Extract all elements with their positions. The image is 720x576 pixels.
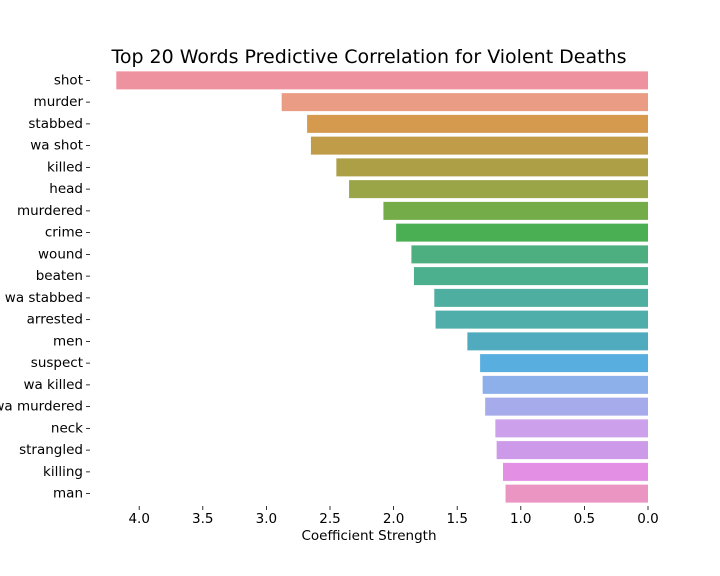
bar-killed bbox=[336, 158, 648, 177]
y-tick-label: beaten bbox=[36, 268, 83, 284]
x-tick-label: 3.5 bbox=[192, 511, 213, 527]
y-tick-label: killing bbox=[43, 464, 83, 480]
x-tick-label: 0.0 bbox=[637, 511, 658, 527]
bar-head bbox=[349, 180, 648, 199]
bar-killing bbox=[502, 462, 648, 481]
bar-wa-killed bbox=[482, 375, 648, 394]
y-tick-label: strangled bbox=[19, 442, 83, 458]
y-tick-label: stabbed bbox=[28, 116, 83, 132]
y-tick-label: wound bbox=[38, 246, 83, 262]
x-tick-label: 1.0 bbox=[510, 511, 531, 527]
bar-murdered bbox=[383, 201, 648, 220]
bar-arrested bbox=[435, 310, 648, 329]
y-tick-label: crime bbox=[45, 225, 83, 241]
y-tick-label: wa shot bbox=[30, 138, 83, 154]
y-tick-label: head bbox=[49, 181, 83, 197]
chart-title: Top 20 Words Predictive Correlation for … bbox=[110, 46, 626, 68]
y-tick-label: wa stabbed bbox=[5, 290, 83, 306]
bar-men bbox=[467, 332, 648, 351]
y-tick-label: murdered bbox=[17, 203, 83, 219]
y-tick-label: arrested bbox=[27, 312, 83, 328]
bar-strangled bbox=[496, 441, 648, 460]
x-tick-label: 0.5 bbox=[574, 511, 595, 527]
x-axis-label: Coefficient Strength bbox=[301, 528, 436, 544]
bar-suspect bbox=[480, 354, 648, 373]
bar-wound bbox=[411, 245, 648, 264]
bar-wa-shot bbox=[310, 136, 648, 155]
x-axis-ticks: 4.0 3.5 3.0 2.5 2.0 1.5 1.0 0.5 0.0 bbox=[128, 506, 659, 527]
bar-beaten bbox=[413, 267, 648, 286]
x-tick-label: 2.0 bbox=[383, 511, 404, 527]
bars-group bbox=[116, 71, 648, 503]
bar-wa-murdered bbox=[485, 397, 648, 416]
x-tick-label: 3.0 bbox=[256, 511, 277, 527]
bar-shot bbox=[116, 71, 648, 90]
y-tick-label: suspect bbox=[31, 355, 83, 371]
x-tick-label: 1.5 bbox=[446, 511, 467, 527]
y-tick-label: killed bbox=[47, 159, 83, 175]
y-tick-label: neck bbox=[51, 420, 83, 436]
y-tick-label: man bbox=[53, 486, 83, 502]
bar-wa-stabbed bbox=[434, 288, 648, 307]
bar-murder bbox=[281, 93, 648, 112]
bar-stabbed bbox=[307, 114, 648, 133]
bar-neck bbox=[495, 419, 648, 438]
y-axis-labels: shot murder stabbed wa shot killed head murder… bbox=[0, 72, 90, 502]
x-tick-label: 4.0 bbox=[128, 511, 149, 527]
y-tick-label: wa murdered bbox=[0, 399, 83, 415]
y-tick-label: shot bbox=[54, 72, 83, 88]
x-tick-label: 2.5 bbox=[319, 511, 340, 527]
y-tick-label: wa killed bbox=[23, 377, 83, 393]
y-tick-label: men bbox=[53, 333, 83, 349]
bar-crime bbox=[396, 223, 648, 242]
bar-man bbox=[505, 484, 648, 503]
y-tick-label: murder bbox=[34, 94, 84, 110]
